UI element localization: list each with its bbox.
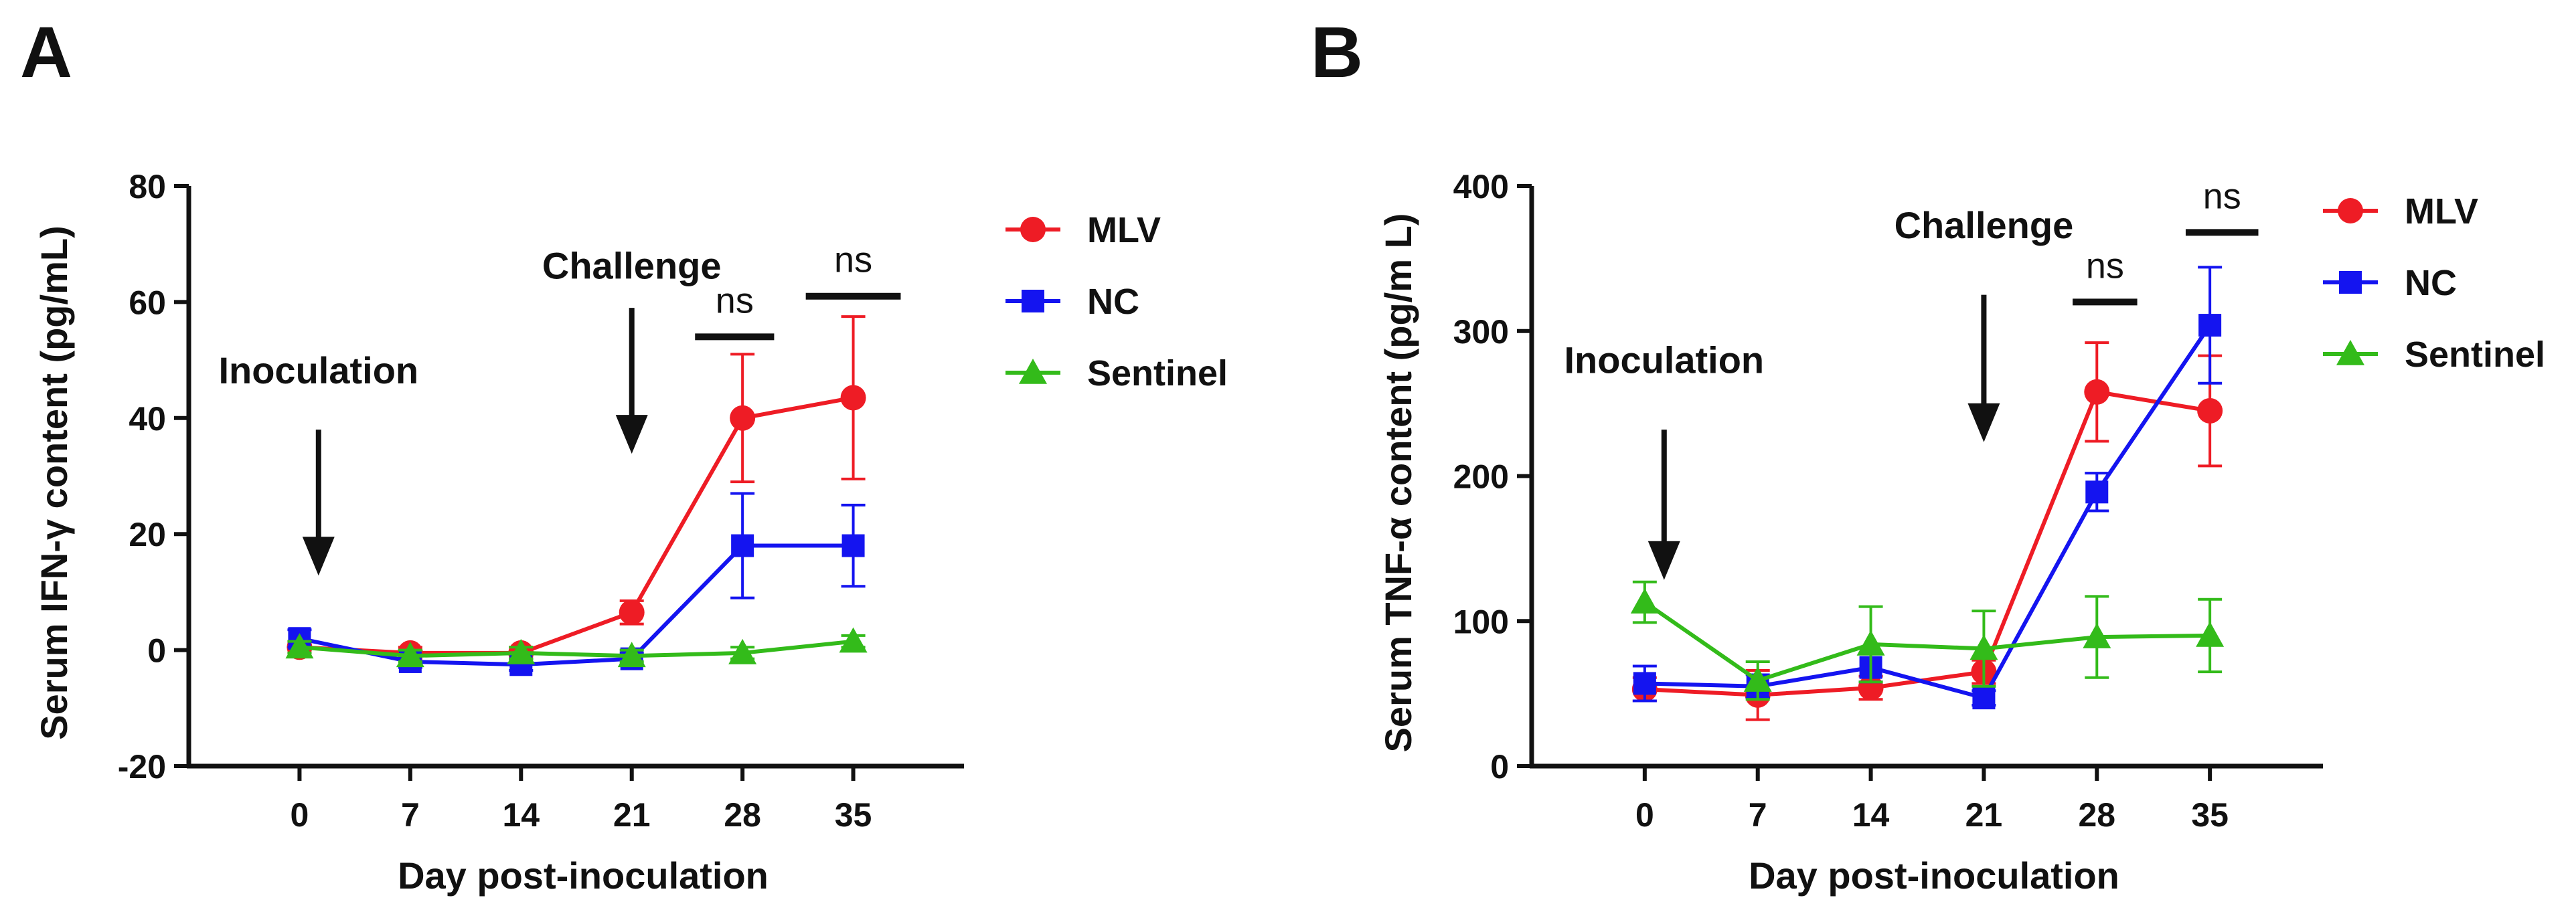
x-tick-label: 35 xyxy=(835,796,872,834)
y-tick-label: 20 xyxy=(129,516,166,553)
y-tick-label: 40 xyxy=(129,400,166,438)
series-mlv xyxy=(1631,341,2223,721)
data-point xyxy=(839,627,868,653)
series-line xyxy=(299,543,854,667)
y-tick-label: 60 xyxy=(129,284,166,321)
legend-label: MLV xyxy=(2405,191,2478,232)
data-point xyxy=(2084,379,2110,405)
y-tick-label: 0 xyxy=(147,632,166,670)
legend-item-mlv: MLV xyxy=(1005,210,1161,250)
series-nc xyxy=(1632,266,2223,710)
annotation-label: Inoculation xyxy=(218,349,418,391)
x-axis-title: Day post-inoculation xyxy=(398,854,769,897)
data-point xyxy=(2085,480,2109,504)
data-point xyxy=(1972,686,1996,710)
data-point xyxy=(1969,634,1998,660)
legend-label: NC xyxy=(2405,263,2457,303)
annotation-arrow-head xyxy=(1967,403,2000,442)
x-tick-label: 21 xyxy=(613,796,651,834)
legend-label: MLV xyxy=(1087,210,1161,250)
data-point xyxy=(507,638,536,664)
y-tick-label: 100 xyxy=(1453,603,1509,640)
series-line xyxy=(299,395,854,655)
series-line xyxy=(1644,324,2212,701)
significance-label: ns xyxy=(2086,246,2124,286)
x-tick-label: 7 xyxy=(1749,796,1767,834)
data-point xyxy=(1633,672,1656,695)
data-point xyxy=(2198,314,2222,337)
legend-marker xyxy=(2338,198,2363,223)
x-tick-label: 28 xyxy=(724,796,761,834)
legend-marker xyxy=(1020,217,1046,242)
x-tick-label: 7 xyxy=(401,796,420,834)
legend-label: Sentinel xyxy=(1087,353,1228,393)
y-tick-label: 400 xyxy=(1453,168,1509,205)
significance-label: ns xyxy=(2203,176,2241,216)
legend-label: NC xyxy=(1087,282,1139,322)
data-point xyxy=(1630,588,1659,614)
data-point xyxy=(1743,666,1772,692)
panel-letter-b: B xyxy=(1311,11,1363,92)
legend-item-sentinel: Sentinel xyxy=(1005,353,1228,393)
x-tick-label: 21 xyxy=(1965,796,2003,834)
legend-item-sentinel: Sentinel xyxy=(2323,335,2545,375)
series-sentinel xyxy=(1630,580,2225,701)
data-point xyxy=(285,633,314,659)
legend-marker xyxy=(1019,359,1047,384)
data-point xyxy=(617,642,646,668)
legend-marker xyxy=(2336,340,2364,365)
panel-letter-a: A xyxy=(20,11,72,92)
x-tick-label: 35 xyxy=(2191,796,2229,834)
y-axis-title: Serum TNF-α content (pg/m L) xyxy=(1377,213,1419,753)
x-tick-label: 28 xyxy=(2078,796,2115,834)
x-axis-title: Day post-inoculation xyxy=(1749,854,2119,897)
annotation-arrow-head xyxy=(615,415,648,454)
data-point xyxy=(619,600,645,626)
legend-marker xyxy=(2339,271,2362,294)
series-line xyxy=(299,639,854,658)
data-point xyxy=(1856,630,1885,656)
annotation-label: Inoculation xyxy=(1564,339,1764,381)
y-tick-label: 200 xyxy=(1453,458,1509,496)
x-tick-label: 0 xyxy=(291,796,309,834)
data-point xyxy=(2083,623,2111,648)
y-tick-label: 300 xyxy=(1453,313,1509,351)
series-line xyxy=(1644,389,2210,697)
legend-label: Sentinel xyxy=(2405,335,2545,375)
data-point xyxy=(728,638,757,664)
data-point xyxy=(730,405,756,431)
data-point xyxy=(2197,397,2223,424)
annotation-arrow-head xyxy=(302,537,335,576)
legend-item-nc: NC xyxy=(1005,282,1139,322)
annotation-label: Challenge xyxy=(1895,204,2074,246)
y-axis-title: Serum IFN-γ content (pg/mL) xyxy=(33,225,75,739)
chart-panel-b: 0 100 200 300 400 0 7 14 21 28 35 Day post-inoculat… xyxy=(1377,168,2545,897)
significance-label: ns xyxy=(716,280,754,320)
data-point xyxy=(2196,621,2225,647)
x-tick-label: 14 xyxy=(1852,796,1890,834)
series-sentinel xyxy=(285,627,868,668)
data-point xyxy=(396,642,424,668)
x-tick-label: 14 xyxy=(502,796,540,834)
significance-label: ns xyxy=(834,240,872,280)
data-point xyxy=(731,534,754,557)
legend-item-nc: NC xyxy=(2323,263,2457,303)
x-tick-label: 0 xyxy=(1635,796,1654,834)
data-point xyxy=(840,385,866,411)
data-point xyxy=(841,534,865,557)
chart-panel-a: -20 0 20 40 60 80 0 7 14 21 28 35 Day post-inoculati… xyxy=(33,168,1228,897)
legend-item-mlv: MLV xyxy=(2323,191,2478,232)
legend-marker xyxy=(1022,290,1044,312)
series-line xyxy=(1643,600,2210,683)
y-tick-label: 0 xyxy=(1490,748,1509,786)
y-tick-label: -20 xyxy=(118,748,166,786)
y-tick-label: 80 xyxy=(129,168,166,205)
annotation-label: Challenge xyxy=(542,245,722,287)
annotation-arrow-head xyxy=(1647,541,1680,580)
